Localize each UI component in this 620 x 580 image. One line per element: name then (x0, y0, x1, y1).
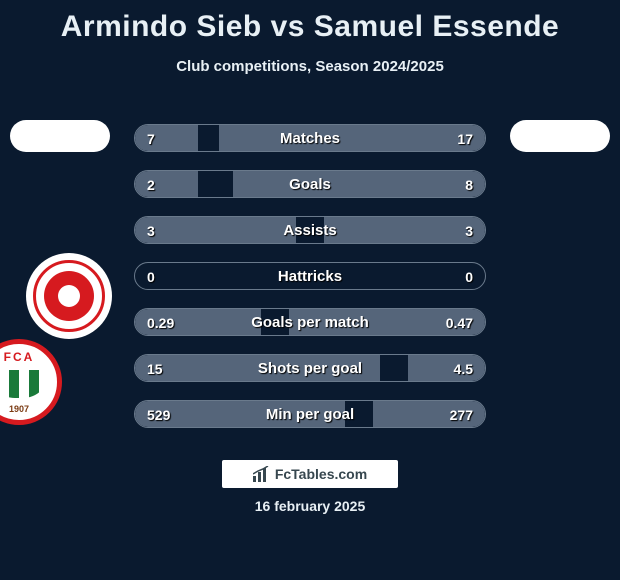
stat-row: 0.290.47Goals per match (134, 308, 486, 336)
stat-row: 154.5Shots per goal (134, 354, 486, 382)
stat-row: 717Matches (134, 124, 486, 152)
stat-label: Matches (135, 125, 485, 151)
footer-date: 16 february 2025 (255, 498, 366, 514)
badge-right-year: 1907 (9, 404, 29, 414)
chart-icon (253, 466, 271, 482)
page-title: Armindo Sieb vs Samuel Essende (0, 0, 620, 44)
stat-label: Hattricks (135, 263, 485, 289)
stat-row: 33Assists (134, 216, 486, 244)
player-photo-right (510, 120, 610, 152)
stat-label: Shots per goal (135, 355, 485, 381)
page-subtitle: Club competitions, Season 2024/2025 (0, 58, 620, 75)
stat-label: Min per goal (135, 401, 485, 427)
stat-label: Goals (135, 171, 485, 197)
player-photo-left (10, 120, 110, 152)
stat-row: 28Goals (134, 170, 486, 198)
stat-row: 00Hattricks (134, 262, 486, 290)
badge-right-text: FCA (4, 350, 35, 364)
stat-label: Goals per match (135, 309, 485, 335)
club-badge-left (26, 253, 112, 339)
footer-logo: FcTables.com (222, 460, 398, 488)
footer-site-text: FcTables.com (275, 466, 367, 482)
stat-label: Assists (135, 217, 485, 243)
stat-bars-container: 717Matches 28Goals 33Assists 00Hattricks 0.2… (134, 124, 486, 446)
stat-row: 529277Min per goal (134, 400, 486, 428)
club-badge-right: FCA 1907 (0, 339, 62, 425)
